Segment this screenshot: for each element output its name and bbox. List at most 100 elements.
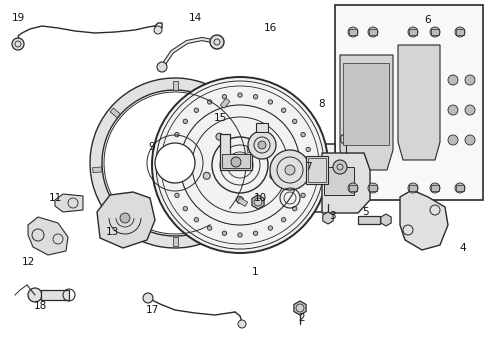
Bar	[369, 29, 377, 35]
Polygon shape	[120, 218, 130, 228]
Circle shape	[12, 38, 24, 50]
Wedge shape	[90, 78, 260, 248]
Bar	[256, 123, 268, 132]
Circle shape	[216, 133, 223, 140]
Circle shape	[253, 95, 258, 99]
Circle shape	[175, 132, 179, 137]
Circle shape	[301, 193, 305, 198]
Circle shape	[348, 183, 358, 193]
Text: 1: 1	[252, 267, 258, 277]
Circle shape	[281, 217, 286, 222]
Bar	[268, 144, 335, 212]
Polygon shape	[110, 108, 121, 118]
Text: 11: 11	[49, 193, 62, 203]
Bar	[222, 154, 250, 168]
Polygon shape	[220, 98, 230, 108]
Polygon shape	[28, 217, 68, 255]
Circle shape	[308, 163, 312, 167]
Circle shape	[268, 100, 272, 104]
Polygon shape	[341, 133, 351, 145]
Circle shape	[306, 147, 311, 152]
Circle shape	[408, 27, 418, 37]
Text: 18: 18	[33, 301, 47, 311]
Circle shape	[222, 231, 226, 235]
Circle shape	[268, 226, 272, 230]
Circle shape	[238, 93, 242, 97]
Bar	[456, 29, 464, 35]
Bar	[41, 290, 69, 300]
Circle shape	[194, 217, 198, 222]
Circle shape	[348, 27, 358, 37]
Bar	[306, 156, 328, 184]
Bar	[308, 158, 326, 182]
Circle shape	[306, 178, 311, 183]
Circle shape	[203, 172, 210, 179]
Circle shape	[465, 105, 475, 115]
Circle shape	[120, 213, 130, 223]
Polygon shape	[322, 153, 370, 213]
Circle shape	[455, 183, 465, 193]
Polygon shape	[252, 195, 264, 209]
Bar	[456, 185, 464, 191]
Circle shape	[368, 27, 378, 37]
Polygon shape	[172, 81, 177, 90]
Circle shape	[207, 226, 212, 230]
Polygon shape	[97, 192, 155, 248]
Circle shape	[238, 320, 246, 328]
Circle shape	[408, 183, 418, 193]
Circle shape	[28, 288, 42, 302]
Polygon shape	[323, 212, 333, 224]
Circle shape	[154, 26, 162, 34]
Polygon shape	[172, 237, 177, 246]
Text: 13: 13	[105, 227, 119, 237]
Bar	[369, 185, 377, 191]
Text: 7: 7	[305, 162, 311, 172]
Text: 4: 4	[460, 243, 466, 253]
Bar	[349, 185, 357, 191]
Text: 6: 6	[425, 15, 431, 25]
Text: 10: 10	[253, 193, 267, 203]
Circle shape	[333, 160, 347, 174]
Polygon shape	[400, 190, 448, 250]
Bar	[431, 185, 439, 191]
Circle shape	[430, 183, 440, 193]
Polygon shape	[340, 55, 393, 170]
Circle shape	[430, 27, 440, 37]
Text: 16: 16	[264, 23, 277, 33]
Circle shape	[152, 77, 328, 253]
Circle shape	[222, 95, 226, 99]
Circle shape	[170, 178, 174, 183]
Circle shape	[237, 197, 244, 203]
Circle shape	[281, 108, 286, 112]
Circle shape	[301, 132, 305, 137]
Bar	[358, 216, 380, 224]
Circle shape	[293, 119, 297, 123]
Bar	[409, 29, 417, 35]
Text: 5: 5	[362, 207, 368, 217]
Text: 17: 17	[146, 305, 159, 315]
Circle shape	[293, 206, 297, 211]
Bar	[343, 63, 389, 145]
Circle shape	[143, 293, 153, 303]
Circle shape	[253, 231, 258, 235]
Polygon shape	[93, 167, 102, 173]
Circle shape	[183, 119, 188, 123]
Bar	[335, 5, 483, 200]
Text: 14: 14	[188, 13, 201, 23]
Circle shape	[231, 157, 241, 167]
Circle shape	[168, 163, 172, 167]
Circle shape	[207, 100, 212, 104]
Circle shape	[194, 108, 198, 112]
Polygon shape	[55, 194, 83, 212]
Bar	[349, 29, 357, 35]
Circle shape	[465, 135, 475, 145]
Circle shape	[465, 75, 475, 85]
Text: 2: 2	[299, 313, 305, 323]
Text: 9: 9	[148, 142, 155, 152]
Circle shape	[257, 133, 264, 140]
Circle shape	[175, 193, 179, 198]
Polygon shape	[398, 45, 440, 160]
Text: 8: 8	[318, 99, 325, 109]
Circle shape	[248, 131, 276, 159]
Text: 12: 12	[22, 257, 35, 267]
